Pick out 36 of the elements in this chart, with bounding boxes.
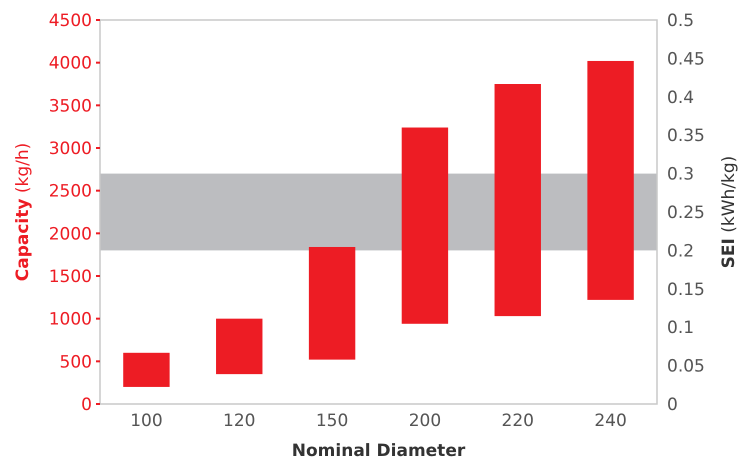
y-tick-label: 3000 — [48, 138, 92, 159]
x-tick-label: 100 — [130, 411, 163, 431]
bar — [494, 84, 541, 316]
y-tick-label: 500 — [60, 352, 92, 372]
bar — [123, 352, 170, 387]
y2-tick-label: 0 — [667, 394, 678, 415]
y2-tick-label: 0.35 — [667, 126, 705, 146]
y2-tick-label: 0.25 — [667, 202, 705, 223]
x-tick-label: 150 — [316, 411, 348, 431]
bar — [587, 60, 634, 300]
x-tick-label: 200 — [408, 411, 442, 431]
y-tick-label: 1000 — [48, 310, 92, 330]
y2-tick-label: 0.4 — [667, 88, 694, 108]
y2-axis-title: SEI (kWh/kg) — [719, 156, 739, 268]
y-tick-label: 0 — [81, 394, 92, 415]
bar — [216, 318, 262, 374]
y-tick-label: 2500 — [48, 182, 92, 202]
y2-tick-label: 0.05 — [667, 356, 705, 377]
x-tick-label: 220 — [502, 411, 534, 431]
y2-tick-label: 0.5 — [667, 10, 694, 31]
y-tick-label: 4500 — [48, 10, 92, 31]
y2-tick-label: 0.3 — [667, 164, 694, 185]
x-axis-title: Nominal Diameter — [292, 441, 466, 461]
y-tick-label: 2000 — [48, 224, 92, 244]
bar — [308, 246, 356, 360]
y-tick-label: 4000 — [48, 54, 92, 74]
y2-tick-label: 0.1 — [667, 318, 694, 338]
y2-tick-label: 0.2 — [667, 241, 694, 262]
y2-tick-label: 0.15 — [667, 280, 705, 300]
y2-tick-label: 0.45 — [667, 49, 705, 70]
x-tick-label: 240 — [594, 411, 627, 431]
y-tick-label: 1500 — [48, 266, 92, 287]
bar — [402, 128, 448, 324]
x-tick-label: 120 — [223, 411, 256, 431]
y-tick-label: 3500 — [48, 96, 92, 116]
y-axis-title: Capacity (kg/h) — [13, 142, 33, 282]
